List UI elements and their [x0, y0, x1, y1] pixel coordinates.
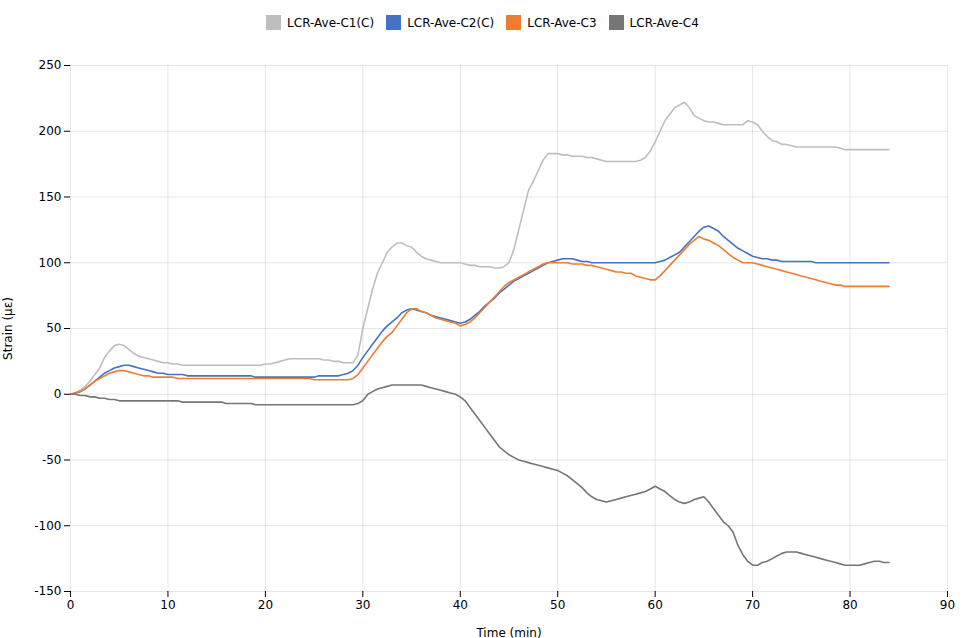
svg-text:Strain (με): Strain (με)	[1, 297, 15, 360]
svg-text:0: 0	[67, 598, 75, 612]
svg-text:50: 50	[46, 321, 61, 335]
svg-text:-150: -150	[34, 584, 61, 598]
svg-text:40: 40	[453, 598, 468, 612]
svg-text:60: 60	[648, 598, 663, 612]
svg-text:200: 200	[39, 124, 62, 138]
svg-text:80: 80	[842, 598, 857, 612]
svg-text:20: 20	[258, 598, 273, 612]
svg-text:Time (min): Time (min)	[475, 626, 541, 638]
svg-text:250: 250	[39, 58, 62, 72]
svg-text:-50: -50	[42, 453, 62, 467]
svg-text:70: 70	[745, 598, 760, 612]
svg-text:50: 50	[550, 598, 565, 612]
svg-text:0: 0	[54, 387, 62, 401]
svg-text:150: 150	[39, 190, 62, 204]
svg-text:100: 100	[39, 256, 62, 270]
html-text:LCR-Ave-C4: LCR-Ave-C4	[629, 15, 699, 30]
svg-text:90: 90	[940, 598, 955, 612]
html-text:LCR-Ave-C1(C): LCR-Ave-C1(C)	[287, 15, 375, 30]
svg-text:30: 30	[355, 598, 370, 612]
svg-text:-100: -100	[34, 519, 61, 533]
html-text:LCR-Ave-C3: LCR-Ave-C3	[527, 15, 597, 30]
svg-text:10: 10	[160, 598, 175, 612]
html-text:LCR-Ave-C2(C): LCR-Ave-C2(C)	[407, 15, 495, 30]
